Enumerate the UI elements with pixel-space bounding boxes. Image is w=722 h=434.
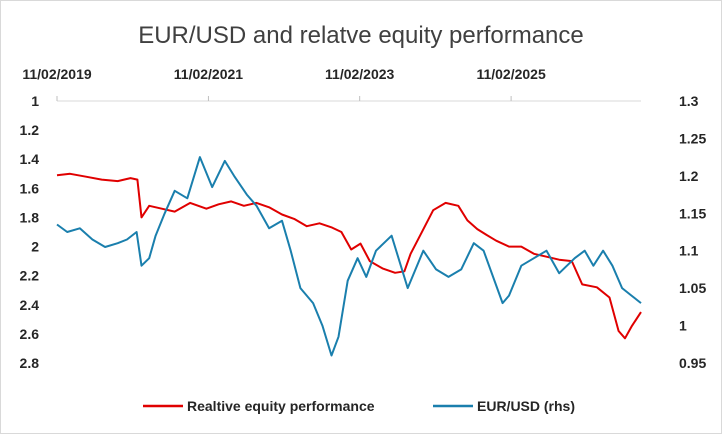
legend-label: EUR/USD (rhs) — [477, 398, 575, 414]
y-left-tick-label: 2.2 — [20, 268, 40, 284]
y-right-tick-label: 1.2 — [679, 168, 699, 184]
chart-title: EUR/USD and relatve equity performance — [138, 22, 584, 49]
y-left-tick-label: 1.2 — [20, 122, 40, 138]
y-right-tick-label: 1.15 — [679, 205, 706, 221]
y-right-tick-label: 1.25 — [679, 130, 706, 146]
y-left-tick-label: 1.6 — [20, 180, 40, 196]
axes-layer: 11/02/2019 11/02/2021 11/02/2023 11/02/2025… — [20, 66, 707, 371]
y-left-tick-label: 1.8 — [20, 209, 40, 225]
y-right-tick-label: 1.1 — [679, 243, 699, 259]
x-tick-label: 11/02/2019 — [22, 66, 92, 82]
legend: Realtive equity performance EUR/USD (rhs) — [143, 398, 575, 414]
series-layer — [56, 156, 642, 357]
y-left-tick-label: 2.8 — [20, 355, 40, 371]
series-line-eurusd — [56, 156, 642, 357]
y-right-tick-label: 1.05 — [679, 280, 706, 296]
y-right-tick-label: 1 — [679, 318, 687, 334]
y-right-tick-label: 1.3 — [679, 93, 699, 109]
series-line-equity-performance — [56, 172, 642, 340]
x-tick-label: 11/02/2025 — [476, 66, 546, 82]
y-left-tick-label: 1 — [31, 93, 39, 109]
legend-label: Realtive equity performance — [187, 398, 375, 414]
y-left-tick-label: 2 — [31, 239, 39, 255]
y-left-tick-label: 2.4 — [20, 297, 40, 313]
x-tick-label: 11/02/2021 — [174, 66, 244, 82]
x-tick-label: 11/02/2023 — [325, 66, 395, 82]
y-right-tick-label: 0.95 — [679, 355, 706, 371]
y-left-tick-label: 1.4 — [20, 151, 40, 167]
y-left-tick-label: 2.6 — [20, 326, 40, 342]
